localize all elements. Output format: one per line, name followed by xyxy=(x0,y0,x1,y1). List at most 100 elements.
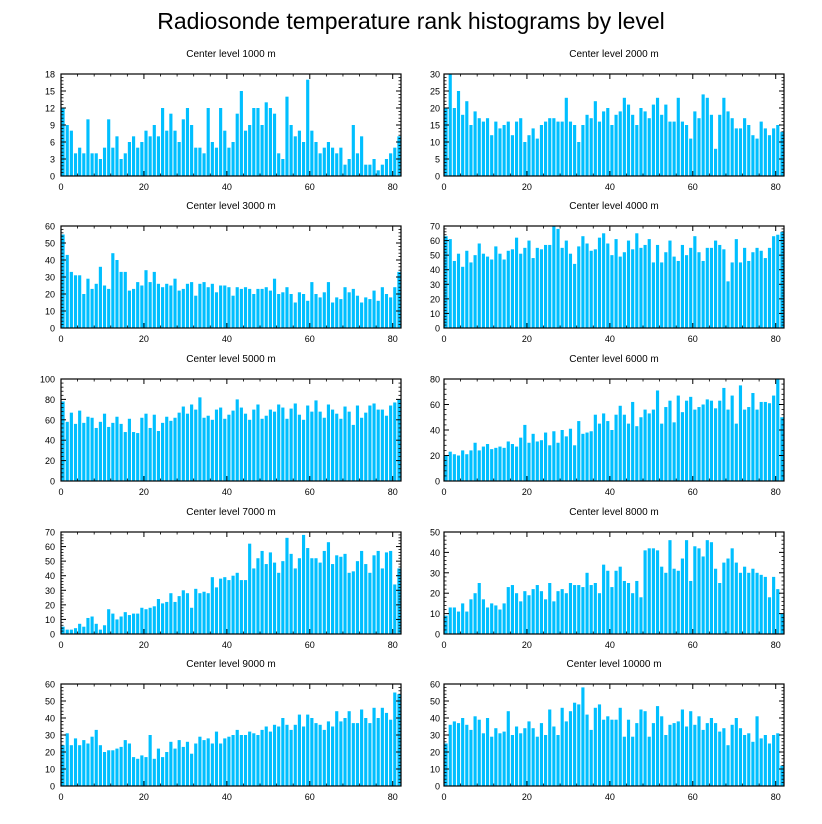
histogram-bar xyxy=(301,419,306,481)
histogram-bar xyxy=(714,568,718,634)
histogram-bar xyxy=(115,619,119,634)
histogram-bar xyxy=(260,729,264,786)
histogram-bar xyxy=(730,548,734,634)
histogram-bar xyxy=(552,726,556,786)
histogram-bar xyxy=(718,731,722,786)
histogram-bar xyxy=(181,590,185,634)
histogram-bar xyxy=(306,548,310,634)
histogram-bar xyxy=(726,409,730,481)
histogram-bar xyxy=(618,707,622,786)
histogram-bar xyxy=(523,728,527,786)
histogram-bar xyxy=(759,401,763,481)
histogram-bar xyxy=(573,585,577,634)
histogram-bar xyxy=(481,253,485,328)
histogram-bar xyxy=(697,716,701,786)
histogram-bar xyxy=(264,564,268,634)
y-tick-label: 30 xyxy=(45,586,55,596)
histogram-bar xyxy=(743,735,747,786)
histogram-bar xyxy=(235,113,239,176)
histogram-bar xyxy=(519,437,523,481)
histogram-bar xyxy=(285,96,289,176)
histogram-bar xyxy=(585,572,589,634)
histogram-bar xyxy=(380,164,384,176)
histogram-bar xyxy=(107,119,111,176)
histogram-bar xyxy=(248,419,252,481)
histogram-bar xyxy=(69,412,73,481)
histogram-bar xyxy=(260,125,264,176)
histogram-bar xyxy=(102,285,107,328)
histogram-bar xyxy=(372,159,376,176)
histogram-bar xyxy=(564,436,568,482)
histogram-bar xyxy=(485,256,490,328)
histogram-bar xyxy=(331,564,335,634)
x-tick-label: 40 xyxy=(222,182,232,192)
histogram-bar xyxy=(107,750,111,786)
histogram-bar xyxy=(181,119,185,176)
histogram-bar xyxy=(144,130,148,176)
histogram-bar xyxy=(281,407,285,481)
histogram-bar xyxy=(767,597,772,634)
histogram-bar xyxy=(585,243,589,328)
histogram-bar xyxy=(730,262,734,328)
histogram-bar xyxy=(618,111,622,176)
histogram-bar xyxy=(564,240,568,328)
histogram-bar xyxy=(156,748,161,786)
histogram-bar xyxy=(148,282,152,328)
histogram-bar xyxy=(676,260,680,328)
histogram-bar xyxy=(701,94,705,176)
histogram-bar xyxy=(301,534,306,634)
histogram-bar xyxy=(86,278,90,328)
histogram-bar xyxy=(531,589,535,634)
histogram-bar xyxy=(477,450,481,481)
histogram-bar xyxy=(668,400,672,481)
histogram-bar xyxy=(127,743,131,786)
x-tick-label: 20 xyxy=(139,792,149,802)
histogram-bar xyxy=(751,252,755,328)
y-tick-label: 50 xyxy=(430,251,440,261)
histogram-bar xyxy=(514,121,519,176)
histogram-bar xyxy=(776,733,780,786)
histogram-bar xyxy=(626,104,631,176)
histogram-bar xyxy=(248,288,252,328)
histogram-bar xyxy=(755,247,759,328)
histogram-bar xyxy=(689,396,693,481)
histogram-bar xyxy=(285,287,289,328)
histogram-bar xyxy=(465,250,469,328)
y-tick-label: 30 xyxy=(45,273,55,283)
histogram-bar xyxy=(335,297,339,328)
histogram-bar xyxy=(82,153,86,176)
histogram-bar xyxy=(490,736,494,786)
panel-title: Center level 6000 m xyxy=(569,354,659,365)
histogram-bar xyxy=(473,442,477,481)
histogram-bar xyxy=(448,451,452,481)
histogram-bar xyxy=(202,153,206,176)
histogram-bar xyxy=(144,609,148,634)
histogram-bar xyxy=(252,108,256,176)
histogram-bar xyxy=(210,743,214,786)
histogram-bar xyxy=(239,288,243,328)
histogram-bar xyxy=(214,587,219,634)
histogram-bar xyxy=(539,440,544,481)
histogram-bar xyxy=(202,282,206,328)
histogram-bar xyxy=(131,136,136,176)
histogram-bar xyxy=(564,721,568,786)
histogram-bar xyxy=(90,736,94,786)
y-tick-label: 20 xyxy=(430,589,440,599)
histogram-bar xyxy=(360,302,364,328)
histogram-bar xyxy=(65,629,69,634)
histogram-bar xyxy=(510,444,514,481)
histogram-bar xyxy=(498,253,502,328)
histogram-bar xyxy=(148,427,152,481)
histogram-bar xyxy=(223,738,227,786)
x-tick-label: 0 xyxy=(58,792,63,802)
histogram-bar xyxy=(393,287,397,328)
histogram-bar xyxy=(577,421,581,481)
histogram-bar xyxy=(331,147,335,176)
y-tick-label: 18 xyxy=(45,70,55,80)
histogram-bar xyxy=(210,419,214,481)
histogram-bar xyxy=(734,562,738,634)
histogram-bar xyxy=(452,454,456,481)
histogram-bar xyxy=(743,118,747,176)
histogram-bar xyxy=(684,125,689,176)
histogram-bar xyxy=(593,249,597,328)
